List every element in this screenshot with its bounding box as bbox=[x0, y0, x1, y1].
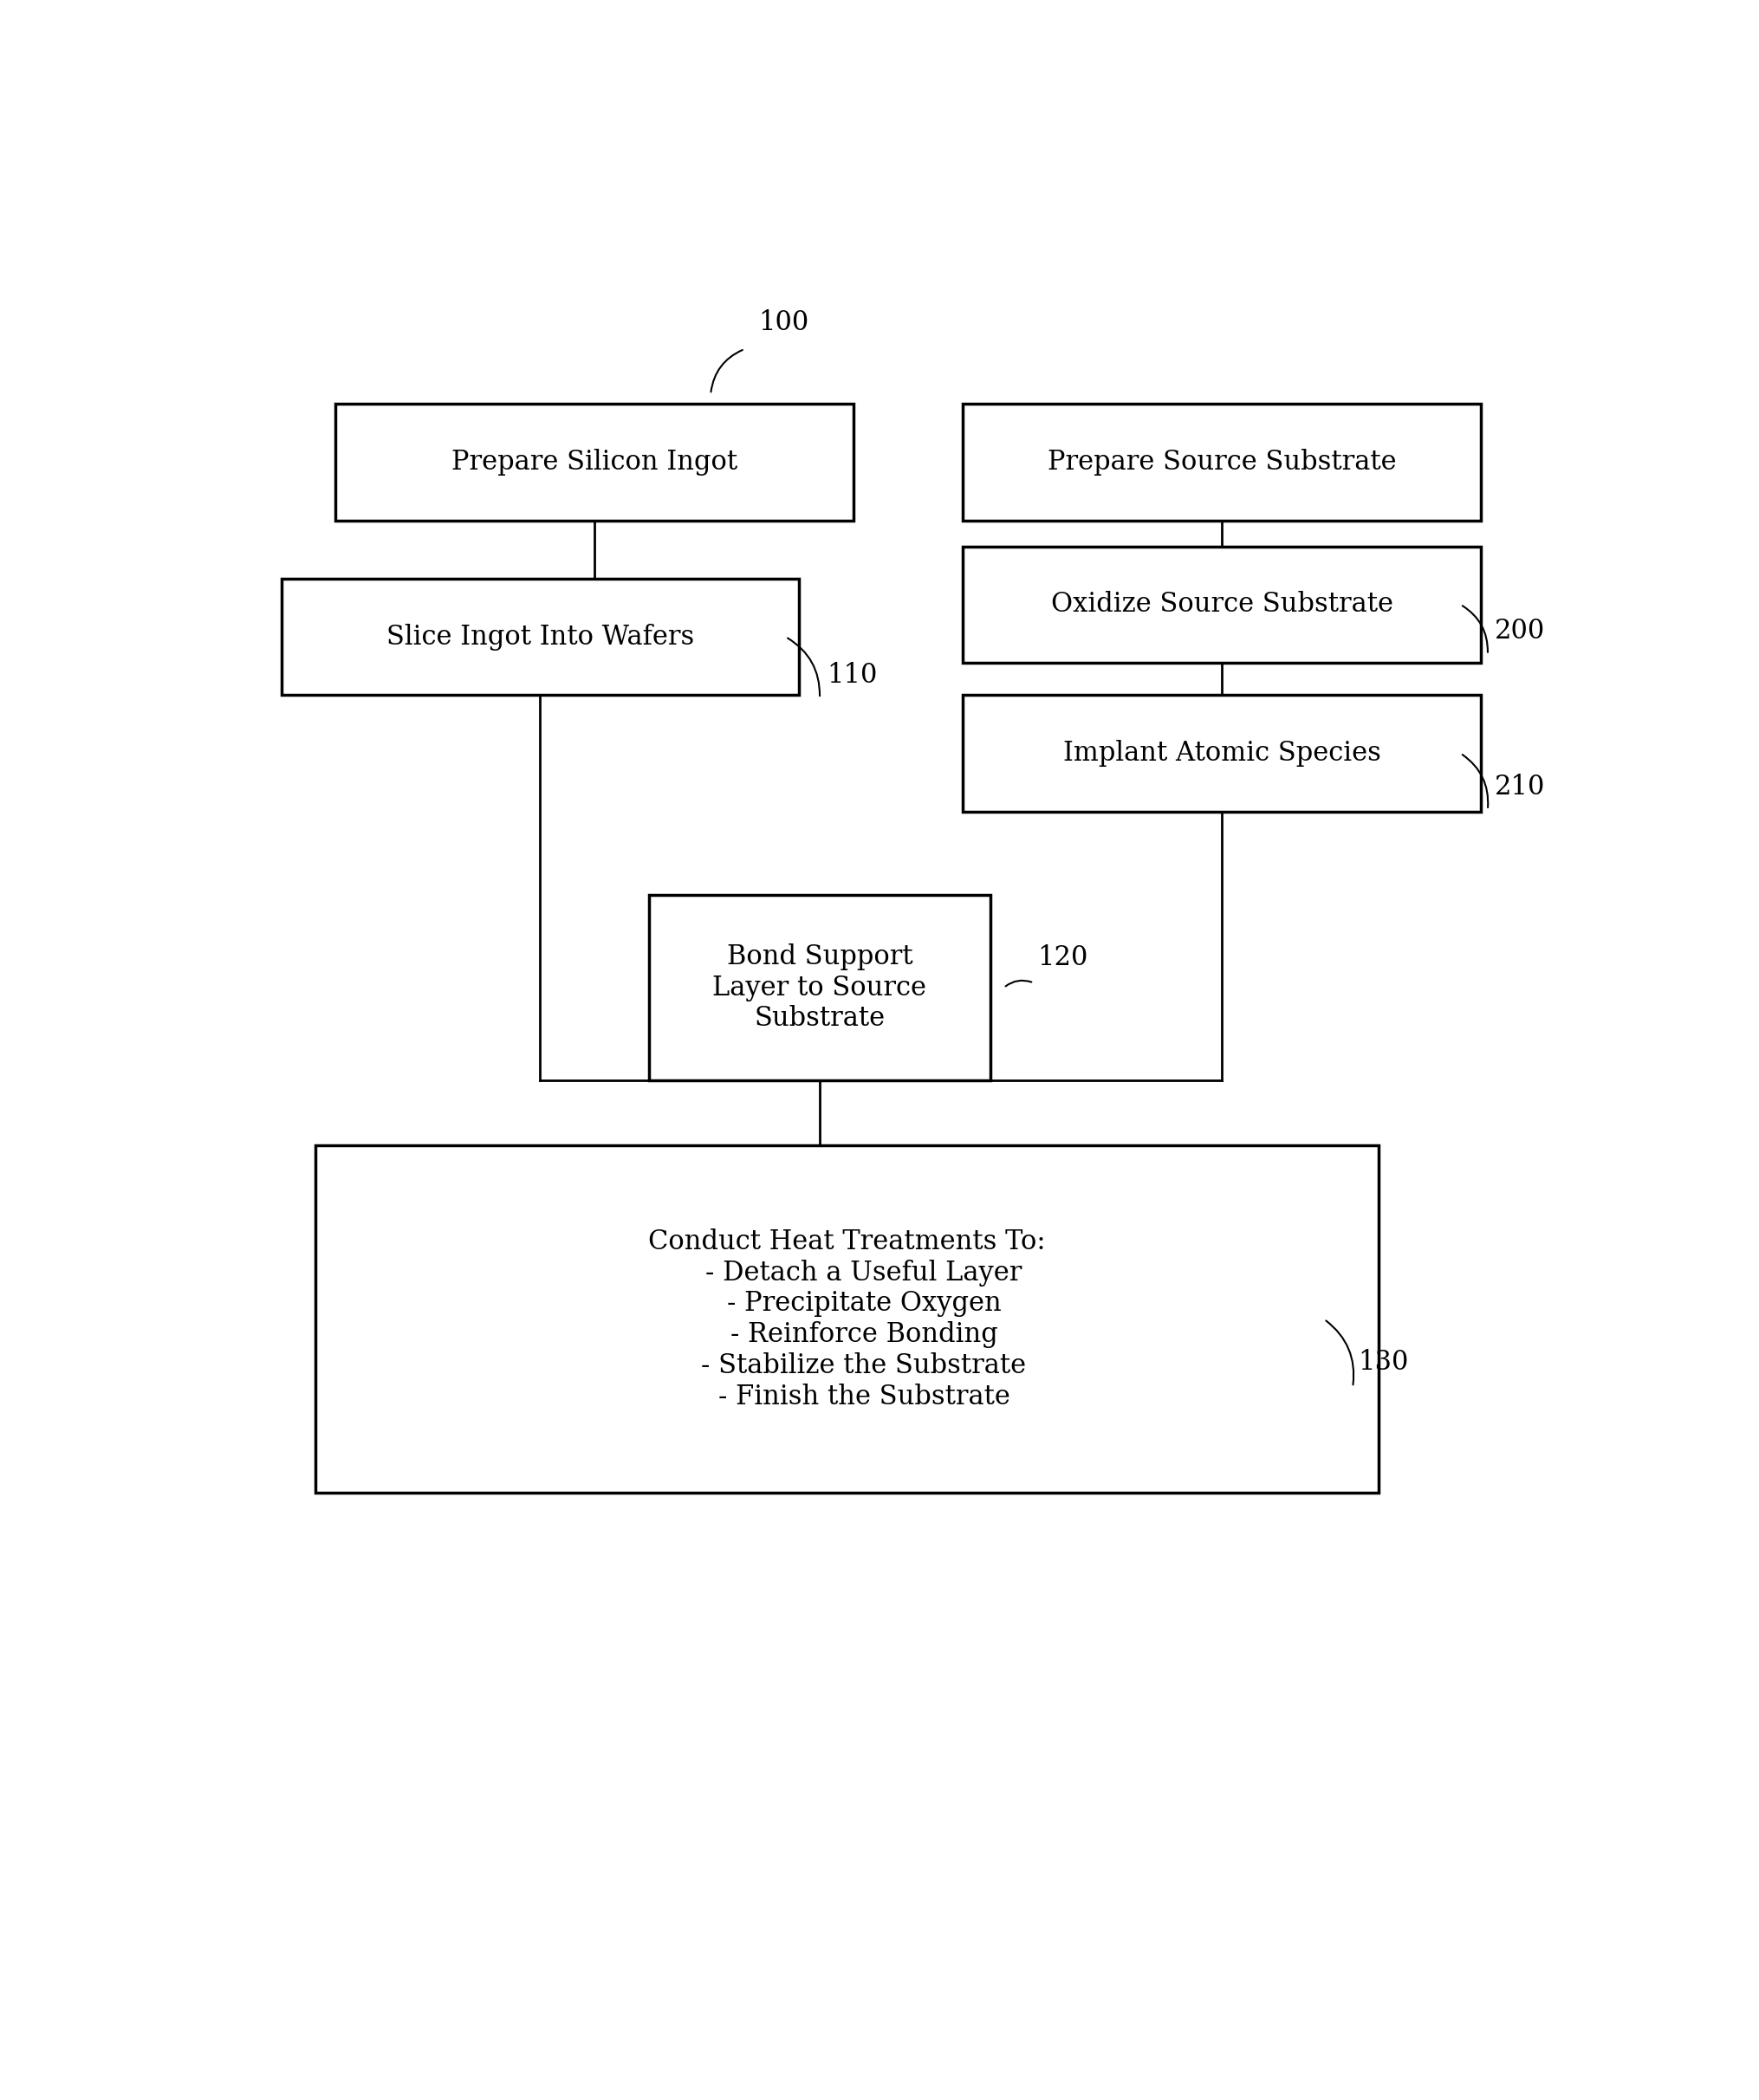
Text: 120: 120 bbox=[1038, 945, 1089, 972]
Bar bbox=[962, 403, 1481, 521]
Bar bbox=[281, 580, 799, 695]
Text: 130: 130 bbox=[1358, 1348, 1409, 1376]
Bar bbox=[315, 1145, 1379, 1493]
Bar bbox=[962, 546, 1481, 664]
Bar bbox=[649, 895, 990, 1082]
Text: Bond Support
Layer to Source
Substrate: Bond Support Layer to Source Substrate bbox=[712, 943, 927, 1033]
Text: Prepare Source Substrate: Prepare Source Substrate bbox=[1047, 449, 1397, 475]
Text: Oxidize Source Substrate: Oxidize Source Substrate bbox=[1050, 590, 1393, 617]
Text: Slice Ingot Into Wafers: Slice Ingot Into Wafers bbox=[387, 624, 695, 651]
Text: 210: 210 bbox=[1495, 773, 1544, 800]
Text: 110: 110 bbox=[827, 662, 878, 689]
Text: 100: 100 bbox=[758, 309, 809, 336]
Bar bbox=[962, 695, 1481, 811]
Text: Implant Atomic Species: Implant Atomic Species bbox=[1062, 739, 1381, 766]
Text: Prepare Silicon Ingot: Prepare Silicon Ingot bbox=[452, 449, 737, 475]
Bar bbox=[336, 403, 853, 521]
Text: 200: 200 bbox=[1495, 617, 1544, 645]
Text: Conduct Heat Treatments To:
    - Detach a Useful Layer
    - Precipitate Oxygen: Conduct Heat Treatments To: - Detach a U… bbox=[649, 1228, 1045, 1411]
